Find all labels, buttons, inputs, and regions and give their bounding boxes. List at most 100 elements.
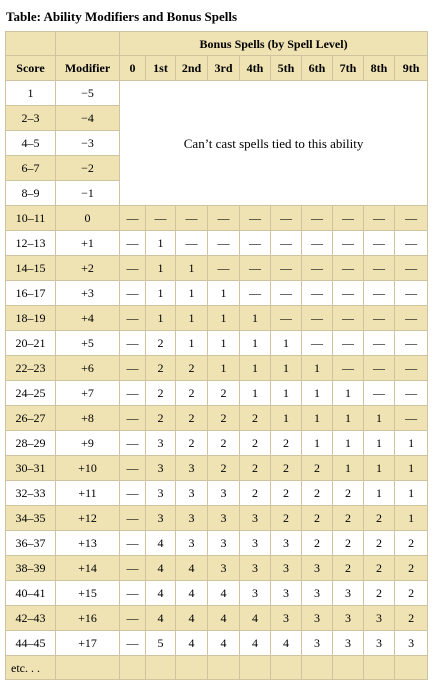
score-cell: 22–23 (5, 355, 56, 381)
modifier-cell: +6 (55, 355, 120, 381)
header-level-5: 5th (270, 55, 302, 81)
spell-count-cell: 4 (175, 630, 208, 656)
spell-count-cell: — (270, 230, 302, 256)
table-row: 6–7 −2 (5, 155, 428, 181)
spell-count-cell: — (301, 230, 333, 256)
table-body: 1 −5 Can’t cast spells tied to this abilit… (5, 80, 429, 680)
spell-count-cell: 1 (363, 455, 395, 481)
spell-count-cell: 2 (332, 530, 364, 556)
spell-count-cell: 4 (207, 605, 240, 631)
spell-count-cell: 2 (175, 430, 208, 456)
modifier-cell: −2 (55, 155, 120, 181)
spell-count-cell: — (332, 230, 364, 256)
etc-cell: etc. . . (5, 655, 56, 680)
spell-count-cell: 1 (145, 255, 176, 281)
spell-count-cell: 2 (239, 430, 271, 456)
modifier-cell: +10 (55, 455, 120, 481)
spell-count-cell: 1 (332, 405, 364, 431)
table-row: 36–37 +13—4 3 3 3 3 2 2 2 2 (5, 530, 429, 556)
no-spells-note: Can’t cast spells tied to this ability (118, 80, 429, 206)
spell-count-cell: 1 (239, 380, 271, 406)
spell-count-cell: 2 (270, 480, 302, 506)
modifier-cell: +8 (55, 405, 120, 431)
spell-count-cell: 3 (145, 480, 176, 506)
spell-count-cell: 4 (207, 630, 240, 656)
spell-count-cell: — (393, 355, 429, 381)
spell-count-cell: 1 (145, 230, 176, 256)
spell-count-cell: 1 (393, 430, 429, 456)
spell-count-cell: 2 (393, 580, 429, 606)
spell-count-cell: 2 (207, 430, 240, 456)
score-cell: 8–9 (5, 180, 56, 206)
modifier-cell: −4 (55, 105, 120, 131)
header-modifier: Modifier (55, 55, 120, 81)
spell-count-cell: — (119, 405, 146, 431)
spell-count-cell: — (119, 455, 146, 481)
spell-count-cell: 1 (332, 430, 364, 456)
header-row-columns: Score Modifier 0 1st 2nd 3rd 4th 5th 6th 7th 8th… (5, 55, 429, 81)
spell-count-cell: 3 (332, 630, 364, 656)
spell-count-cell: 3 (332, 580, 364, 606)
spell-count-cell: 3 (239, 580, 271, 606)
header-level-4: 4th (239, 55, 271, 81)
spell-count-cell: 1 (145, 280, 176, 306)
table-row: 44–45 +17—5 4 4 4 4 3 3 3 3 (5, 630, 429, 656)
spell-count-cell: 4 (239, 630, 271, 656)
table-row: 1 −5 Can’t cast spells tied to this abilit… (5, 80, 429, 206)
spell-count-cell: 1 (239, 355, 271, 381)
spell-count-cell: — (119, 280, 146, 306)
modifier-cell: +7 (55, 380, 120, 406)
spell-count-cell: 2 (270, 455, 302, 481)
spell-count-cell: 1 (270, 355, 302, 381)
header-level-0: 0 (119, 55, 146, 81)
score-cell: 2–3 (5, 105, 56, 131)
spell-count-cell: 3 (270, 555, 302, 581)
spell-count-cell: 2 (175, 355, 208, 381)
spell-count-cell: 2 (175, 405, 208, 431)
spell-count-cell: 2 (239, 405, 271, 431)
spell-count-cell: — (393, 405, 429, 431)
ability-modifiers-table: Bonus Spells (by Spell Level) Score Modi… (5, 31, 429, 680)
empty-cell (301, 655, 333, 680)
table-row: 42–43 +16—4 4 4 4 3 3 3 3 2 (5, 605, 429, 631)
spell-count-cell: 3 (270, 580, 302, 606)
spell-count-cell: 1 (239, 305, 271, 331)
spell-count-cell: — (119, 630, 146, 656)
spell-count-cell: — (145, 205, 176, 231)
empty-cell (363, 655, 395, 680)
spell-count-cell: 2 (393, 530, 429, 556)
spell-count-cell: 4 (239, 605, 271, 631)
spell-count-cell: — (207, 205, 240, 231)
spell-count-cell: 2 (145, 405, 176, 431)
modifier-cell: +12 (55, 505, 120, 531)
empty-cell (239, 655, 271, 680)
score-cell: 16–17 (5, 280, 56, 306)
spell-count-cell: 1 (207, 280, 240, 306)
score-cell: 6–7 (5, 155, 56, 181)
spell-count-cell: 3 (270, 605, 302, 631)
spell-count-cell: 1 (207, 355, 240, 381)
score-cell: 34–35 (5, 505, 56, 531)
spell-count-cell: 2 (332, 480, 364, 506)
table-row: 12–13 +1—1— — — — — — — — (5, 230, 429, 256)
spell-count-cell: 3 (239, 530, 271, 556)
spell-count-cell: — (119, 255, 146, 281)
spell-count-cell: 3 (301, 630, 333, 656)
empty-cell (119, 655, 146, 680)
spell-count-cell: 2 (363, 555, 395, 581)
spell-count-cell: 1 (393, 455, 429, 481)
spell-count-cell: — (119, 505, 146, 531)
modifier-cell: +3 (55, 280, 120, 306)
spell-count-cell: — (332, 280, 364, 306)
spell-count-cell: 4 (145, 530, 176, 556)
modifier-cell: +14 (55, 555, 120, 581)
spell-count-cell: 2 (393, 605, 429, 631)
table-row: 40–41 +15—4 4 4 3 3 3 3 2 2 (5, 580, 429, 606)
score-cell: 1 (5, 80, 56, 106)
table-row: 14–15 +2—1 1— — — — — — — (5, 255, 429, 281)
spell-count-cell: — (393, 230, 429, 256)
spell-count-cell: — (119, 230, 146, 256)
modifier-cell: +4 (55, 305, 120, 331)
modifier-cell: +16 (55, 605, 120, 631)
table-row: 30–31 +10—3 3 2 2 2 2 1 1 1 (5, 455, 429, 481)
